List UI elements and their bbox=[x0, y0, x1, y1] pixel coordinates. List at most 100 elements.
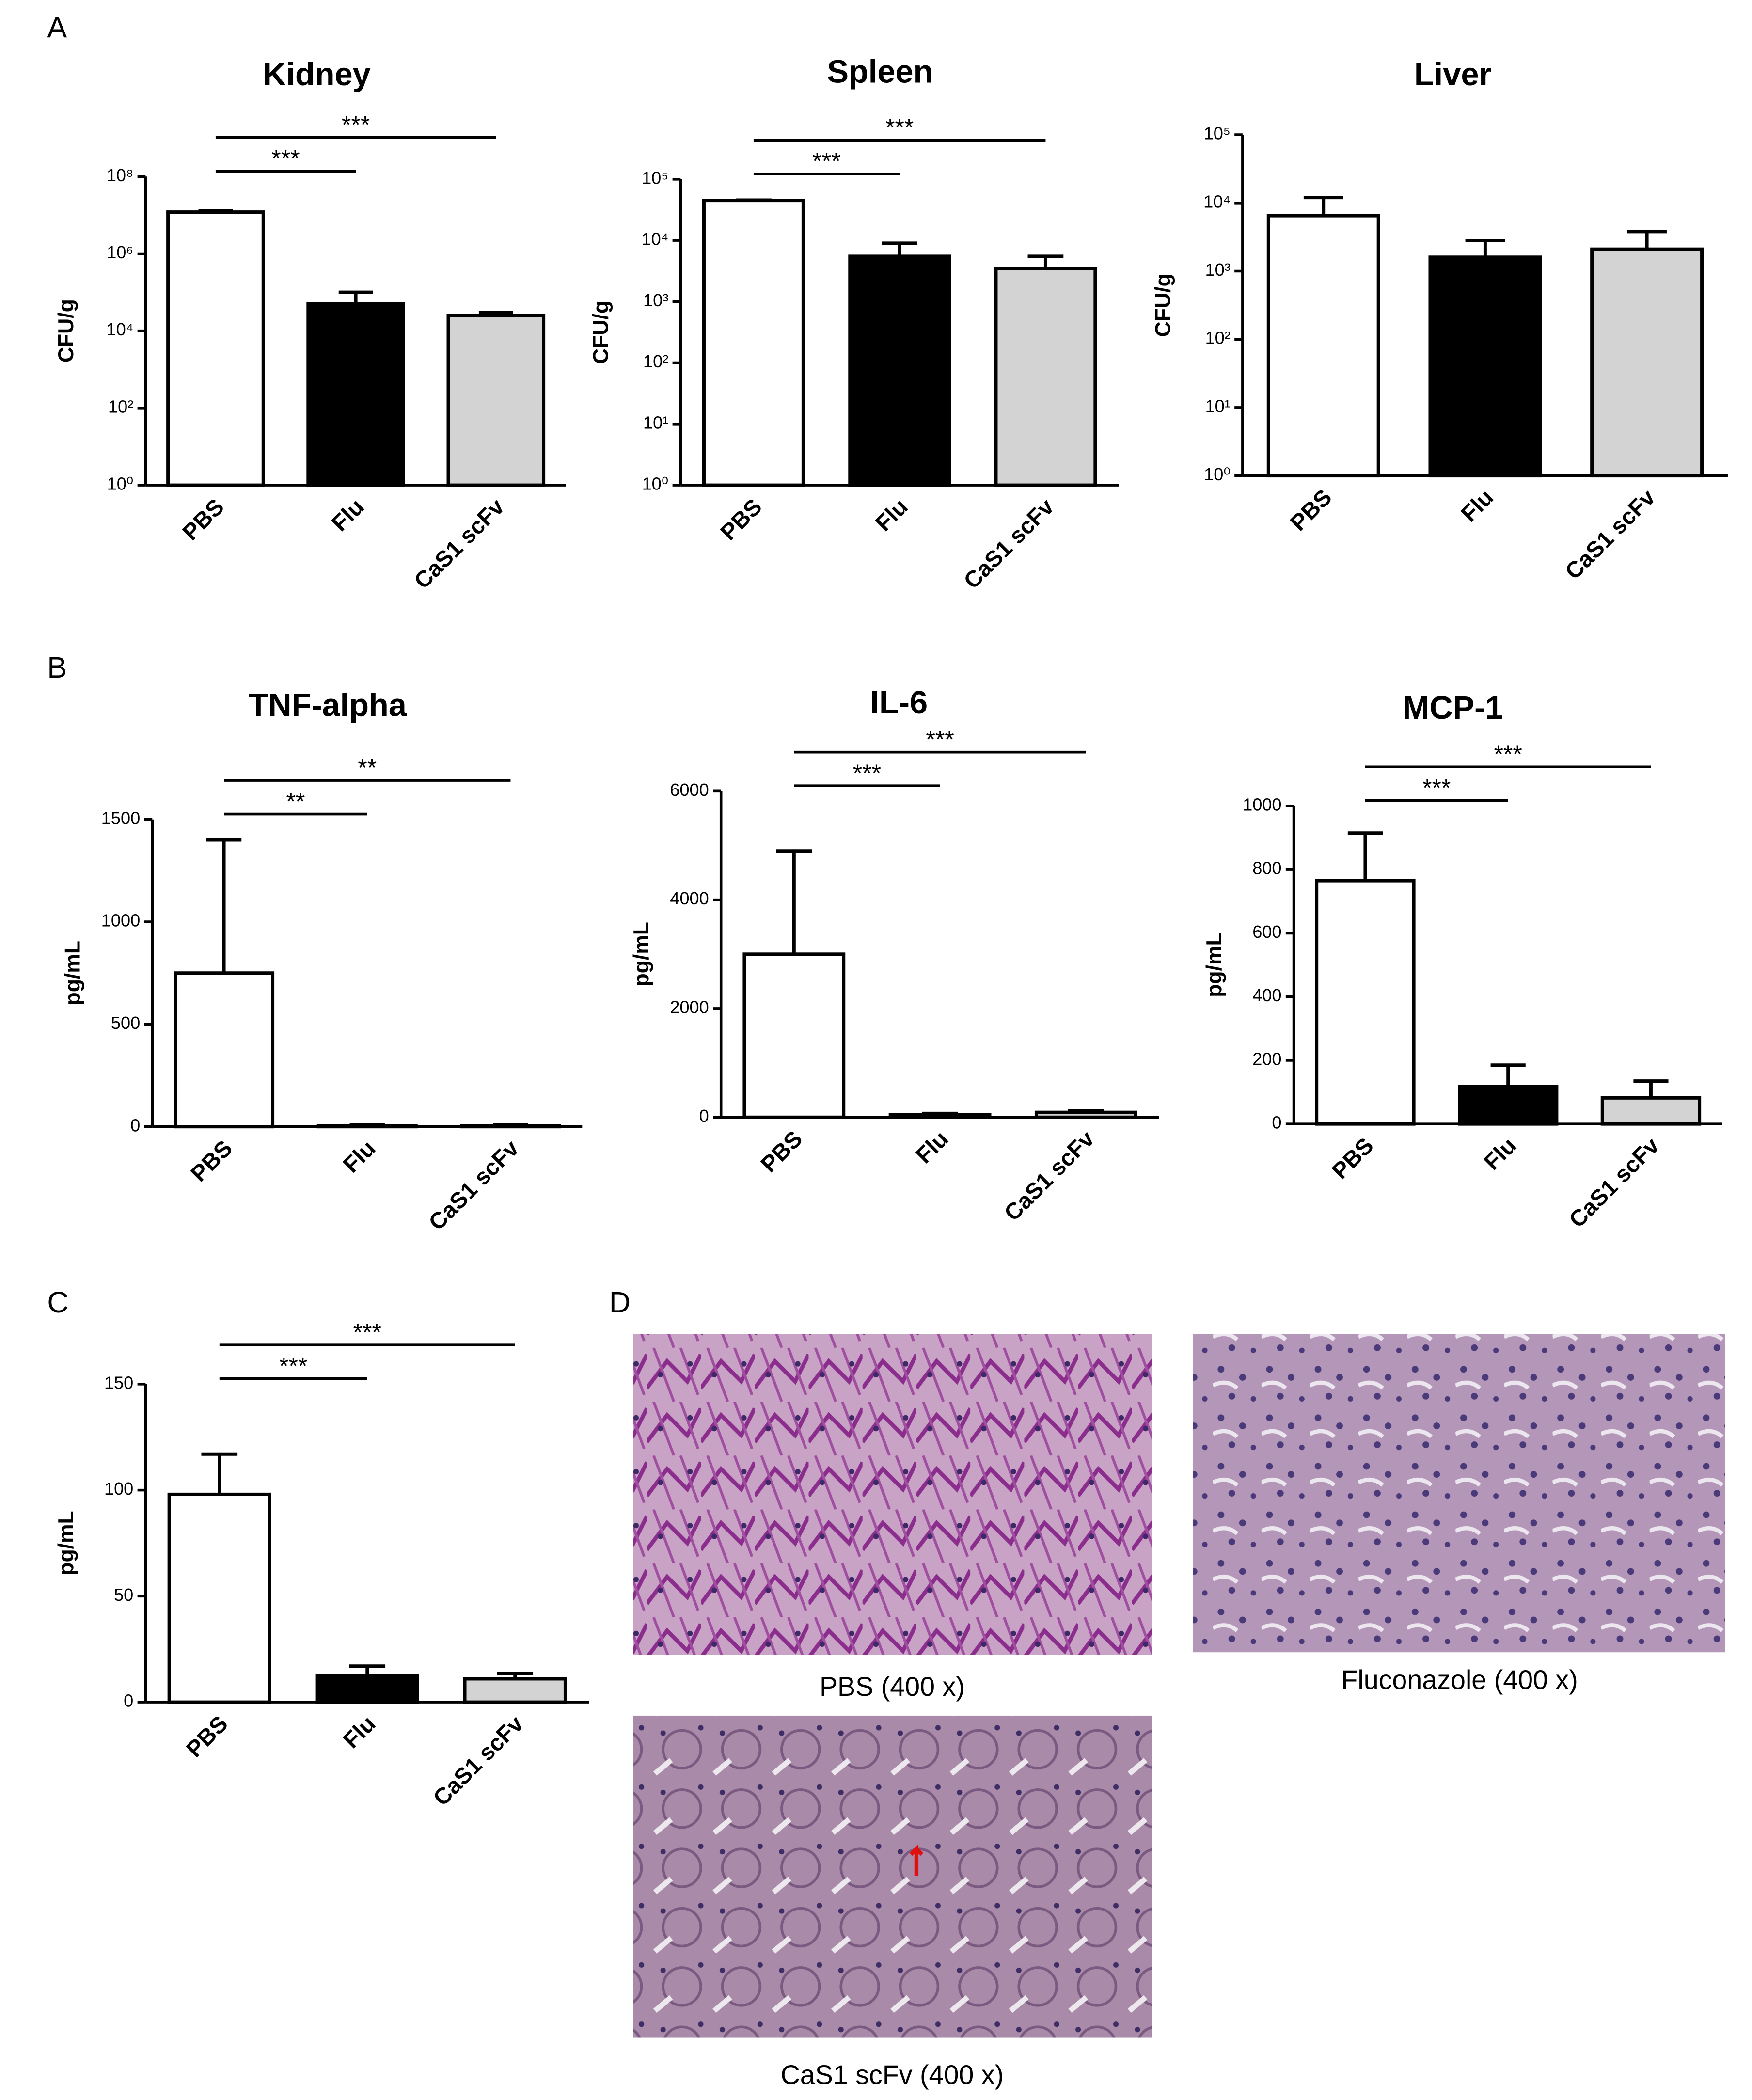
x-tick-label: Flu bbox=[338, 1136, 381, 1178]
image-caption: Fluconazole (400 x) bbox=[1341, 1665, 1578, 1695]
significance-label: ** bbox=[358, 754, 377, 781]
bar bbox=[1457, 1085, 1559, 1126]
bar bbox=[994, 267, 1097, 487]
x-tick-label: CaS1 scFv bbox=[428, 1711, 529, 1811]
y-tick-label: 600 bbox=[1252, 922, 1281, 942]
y-tick-label: 10⁰ bbox=[107, 474, 134, 494]
y-tick-label: 10⁸ bbox=[107, 165, 133, 185]
y-tick-label: 4000 bbox=[670, 888, 709, 908]
x-tick-label: PBS bbox=[1327, 1133, 1378, 1184]
micrograph bbox=[633, 1715, 1152, 2038]
bar bbox=[306, 302, 405, 487]
bar bbox=[702, 199, 805, 487]
x-tick-label: PBS bbox=[186, 1136, 237, 1187]
bar bbox=[1266, 214, 1380, 478]
y-tick-label: 0 bbox=[124, 1691, 133, 1711]
y-tick-label: 1000 bbox=[1243, 794, 1281, 814]
bar bbox=[1590, 247, 1704, 478]
y-tick-label: 10⁵ bbox=[642, 168, 668, 188]
significance-label: *** bbox=[279, 1353, 307, 1380]
y-tick-label: 100 bbox=[104, 1479, 133, 1499]
y-axis-label: CFU/g bbox=[589, 300, 613, 364]
x-tick-label: PBS bbox=[1285, 485, 1337, 536]
chart-title: MCP-1 bbox=[1403, 690, 1503, 726]
chart-title: Spleen bbox=[827, 54, 933, 90]
y-tick-label: 1500 bbox=[101, 808, 140, 828]
significance-label: *** bbox=[1494, 741, 1522, 768]
x-tick-label: Flu bbox=[1479, 1133, 1522, 1175]
bar bbox=[315, 1674, 419, 1704]
x-tick-label: CaS1 scFv bbox=[999, 1126, 1100, 1226]
y-tick-label: 150 bbox=[104, 1373, 133, 1392]
bar bbox=[316, 1124, 418, 1129]
x-tick-label: CaS1 scFv bbox=[424, 1135, 524, 1235]
y-tick-label: 200 bbox=[1252, 1049, 1281, 1069]
y-tick-label: 500 bbox=[111, 1013, 140, 1033]
y-tick-label: 10⁰ bbox=[642, 474, 669, 494]
bar bbox=[1034, 1110, 1137, 1119]
y-axis-label: pg/mL bbox=[61, 941, 85, 1005]
bar bbox=[1428, 255, 1542, 478]
bar bbox=[166, 210, 265, 487]
x-tick-label: CaS1 scFv bbox=[1560, 484, 1660, 584]
x-tick-label: CaS1 scFv bbox=[959, 494, 1059, 594]
y-axis-label: pg/mL bbox=[1202, 932, 1226, 997]
y-axis-label: CFU/g bbox=[1151, 273, 1175, 337]
y-tick-label: 10⁶ bbox=[107, 242, 133, 262]
chart-title: TNF-alpha bbox=[249, 688, 407, 724]
x-tick-label: PBS bbox=[715, 494, 767, 545]
x-tick-label: PBS bbox=[756, 1126, 807, 1177]
y-tick-label: 10⁴ bbox=[642, 229, 669, 249]
bar bbox=[1600, 1096, 1702, 1126]
significance-label: *** bbox=[885, 114, 914, 141]
y-tick-label: 10⁴ bbox=[107, 319, 134, 339]
significance-label: *** bbox=[812, 148, 840, 175]
y-tick-label: 10¹ bbox=[643, 412, 668, 432]
chart-title: Kidney bbox=[263, 57, 370, 93]
x-tick-label: PBS bbox=[181, 1711, 233, 1762]
y-axis-label: pg/mL bbox=[54, 1511, 78, 1575]
bar bbox=[446, 314, 546, 487]
bar bbox=[174, 971, 275, 1129]
y-tick-label: 10¹ bbox=[1205, 396, 1231, 416]
image-caption: CaS1 scFv (400 x) bbox=[781, 2060, 1004, 2090]
y-tick-label: 0 bbox=[699, 1106, 709, 1126]
y-axis-label: CFU/g bbox=[54, 299, 78, 363]
x-tick-label: Flu bbox=[870, 494, 913, 537]
x-tick-label: Flu bbox=[1456, 485, 1499, 527]
panel-label: D bbox=[609, 1286, 631, 1319]
panel-label: B bbox=[47, 651, 67, 684]
bar bbox=[460, 1124, 561, 1129]
significance-label: ** bbox=[286, 788, 305, 815]
y-tick-label: 1000 bbox=[101, 911, 140, 931]
bar bbox=[167, 1492, 271, 1704]
y-tick-label: 10⁴ bbox=[1203, 191, 1231, 211]
y-tick-label: 6000 bbox=[670, 780, 709, 800]
y-tick-label: 50 bbox=[114, 1585, 133, 1605]
bar bbox=[1315, 879, 1416, 1126]
x-tick-label: Flu bbox=[338, 1711, 381, 1753]
panel-label: A bbox=[47, 11, 67, 44]
arrow bbox=[909, 1844, 923, 1876]
significance-label: *** bbox=[926, 726, 954, 753]
x-tick-label: Flu bbox=[911, 1126, 954, 1168]
x-tick-label: PBS bbox=[177, 494, 229, 545]
bar bbox=[888, 1113, 992, 1119]
panel-label: C bbox=[47, 1286, 68, 1319]
significance-label: *** bbox=[853, 759, 881, 787]
y-axis-label: pg/mL bbox=[630, 922, 653, 986]
significance-label: *** bbox=[1422, 774, 1451, 802]
chart-title: Liver bbox=[1414, 57, 1491, 93]
micrograph bbox=[633, 1334, 1152, 1655]
x-tick-label: Flu bbox=[327, 494, 369, 537]
chart-title: IL-6 bbox=[870, 685, 928, 721]
y-tick-label: 0 bbox=[130, 1115, 140, 1135]
y-tick-label: 400 bbox=[1252, 985, 1281, 1005]
y-tick-label: 10⁵ bbox=[1204, 124, 1231, 143]
y-tick-label: 10² bbox=[643, 351, 668, 371]
y-tick-label: 10³ bbox=[643, 290, 668, 310]
y-tick-label: 2000 bbox=[670, 997, 709, 1017]
bar bbox=[742, 952, 846, 1119]
y-tick-label: 10² bbox=[108, 396, 133, 416]
